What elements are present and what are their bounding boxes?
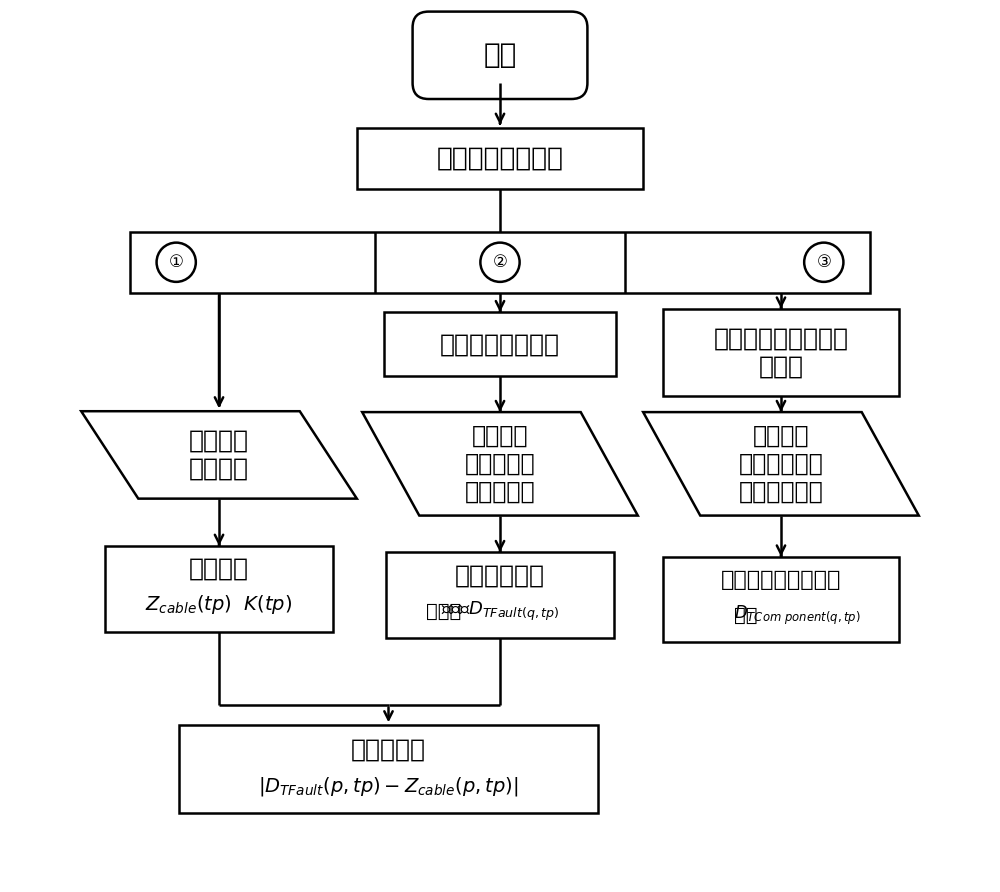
Text: ①: ① <box>169 253 184 271</box>
Text: 阻抗测量
提取典型工艺
元件阻抗特征: 阻抗测量 提取典型工艺 元件阻抗特征 <box>739 424 823 504</box>
Bar <box>357 128 643 189</box>
Text: 开始: 开始 <box>483 41 517 70</box>
Bar <box>384 312 616 376</box>
Text: 基本参数: 基本参数 <box>189 558 249 581</box>
Polygon shape <box>81 411 357 499</box>
Text: $Z_{cable}(tp)$  $K(tp)$: $Z_{cable}(tp)$ $K(tp)$ <box>145 593 293 616</box>
Text: 故障判据库: 故障判据库 <box>351 738 426 761</box>
Circle shape <box>157 243 196 282</box>
Bar <box>386 552 614 638</box>
Text: 特征库$D_{TFault(q,tp)}$: 特征库$D_{TFault(q,tp)}$ <box>441 599 559 623</box>
Bar <box>663 557 899 642</box>
Text: 不同型号样本电缆: 不同型号样本电缆 <box>436 145 564 172</box>
Text: 特征库: 特征库 <box>426 601 461 621</box>
Polygon shape <box>362 412 638 516</box>
Text: ②: ② <box>493 253 507 271</box>
Polygon shape <box>643 412 919 516</box>
Text: 典型工艺元件阻抗特: 典型工艺元件阻抗特 <box>721 570 841 590</box>
Text: $D_{TCom\ ponent(q,tp)}$: $D_{TCom\ ponent(q,tp)}$ <box>734 604 860 627</box>
Text: 典型故障阻抗: 典型故障阻抗 <box>455 564 545 587</box>
Bar <box>130 232 870 293</box>
Text: ③: ③ <box>816 253 831 271</box>
Text: $|D_{TFault}(p,tp)-Z_{cable}(p,tp)|$: $|D_{TFault}(p,tp)-Z_{cable}(p,tp)|$ <box>258 775 519 798</box>
Text: 含典型工艺元件的样
本电缆: 含典型工艺元件的样 本电缆 <box>713 326 848 378</box>
Text: 阻抗测量
提取典型故
障阻抗特征: 阻抗测量 提取典型故 障阻抗特征 <box>465 424 535 504</box>
Text: 典型故障样本电缆: 典型故障样本电缆 <box>440 333 560 356</box>
Bar <box>179 725 598 813</box>
Circle shape <box>480 243 520 282</box>
Bar <box>663 309 899 396</box>
Text: 征库: 征库 <box>734 606 757 625</box>
Bar <box>105 546 333 632</box>
Circle shape <box>804 243 843 282</box>
Text: 电缆基本
参数测量: 电缆基本 参数测量 <box>189 429 249 481</box>
FancyBboxPatch shape <box>413 12 587 99</box>
